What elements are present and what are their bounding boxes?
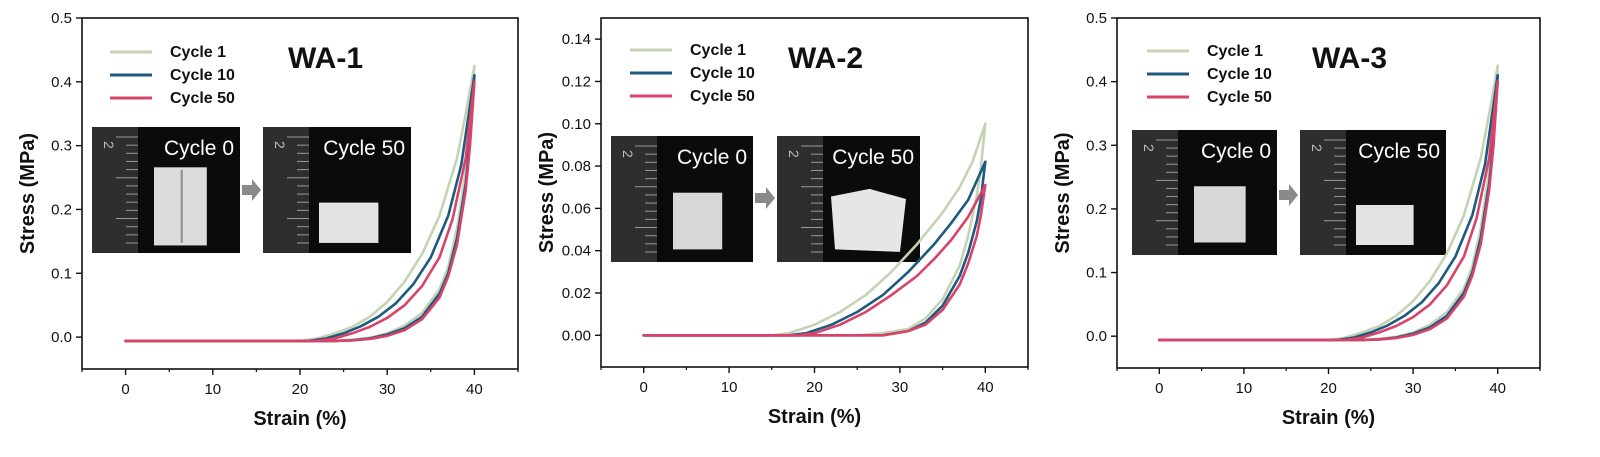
x-tick-label: 30 <box>379 381 396 398</box>
arrow-icon <box>1279 184 1298 206</box>
photo-label: Cycle 50 <box>323 137 405 160</box>
ruler <box>263 127 309 253</box>
legend-label: Cycle 1 <box>690 42 746 59</box>
ruler-digit: 2 <box>620 150 636 158</box>
ruler <box>1300 130 1346 255</box>
sample-photo-before: 2 Cycle 0 <box>1132 130 1277 255</box>
legend-label: Cycle 1 <box>1207 43 1263 60</box>
x-tick-label: 20 <box>806 379 823 396</box>
x-tick-label: 0 <box>1155 380 1163 397</box>
sample-photo-after: 2 Cycle 50 <box>777 136 920 262</box>
series-line-1-unloading <box>642 122 987 337</box>
y-tick-label: 0.2 <box>1086 201 1107 218</box>
x-tick-label: 30 <box>892 379 909 396</box>
sample-photo-after: 2 Cycle 50 <box>263 127 411 253</box>
ruler-digit: 2 <box>1141 144 1157 152</box>
series-line-3-loading <box>124 80 476 343</box>
panel-title: WA-1 <box>288 42 363 75</box>
x-tick-label: 0 <box>640 379 648 396</box>
y-tick-label: 0.14 <box>562 31 591 48</box>
ruler <box>611 136 657 262</box>
series-line-3-loading <box>642 183 987 337</box>
y-axis-title: Stress (MPa) <box>17 133 39 254</box>
x-tick-label: 20 <box>1320 380 1337 397</box>
foam-sample <box>1194 186 1246 243</box>
x-tick-label: 40 <box>1489 380 1506 397</box>
legend-label: Cycle 10 <box>690 65 755 82</box>
ruler-digit: 2 <box>101 141 117 149</box>
y-tick-label: 0.06 <box>562 200 591 217</box>
legend-label: Cycle 50 <box>170 90 235 107</box>
x-tick-label: 10 <box>1236 380 1253 397</box>
photo-label: Cycle 0 <box>1201 140 1271 163</box>
ruler-digit: 2 <box>786 150 802 158</box>
sample-photo-before: 2 Cycle 0 <box>611 136 753 262</box>
x-axis-title: Strain (%) <box>253 408 346 430</box>
x-tick-label: 10 <box>204 381 221 398</box>
series-line-3-loading <box>1158 80 1499 342</box>
x-tick-label: 20 <box>292 381 309 398</box>
y-tick-label: 0.04 <box>562 243 591 260</box>
series-line-1-loading <box>642 122 987 337</box>
panel-title: WA-3 <box>1312 42 1387 75</box>
foam-sample <box>1356 205 1414 245</box>
panel-wa-3: 0 10 20 30 40 0.0 0.1 0.2 0.3 0.4 0.5 Strain (%) Str… <box>1052 10 1541 429</box>
legend-label: Cycle 10 <box>1207 66 1272 83</box>
series-line-3-unloading <box>124 80 476 343</box>
y-tick-label: 0.0 <box>51 329 72 346</box>
y-tick-label: 0.0 <box>1086 328 1107 345</box>
y-tick-label: 0.4 <box>1086 74 1107 91</box>
ruler-digit: 2 <box>1309 144 1325 152</box>
y-axis-title: Stress (MPa) <box>536 132 558 253</box>
photo-label: Cycle 0 <box>164 137 234 160</box>
arrow-icon <box>755 187 775 209</box>
foam-sample <box>319 202 379 243</box>
x-tick-label: 10 <box>721 379 738 396</box>
legend-label: Cycle 1 <box>170 44 226 61</box>
x-axis-title: Strain (%) <box>1282 407 1375 429</box>
y-axis-title: Stress (MPa) <box>1052 132 1074 253</box>
sample-photo-after: 2 Cycle 50 <box>1300 130 1446 255</box>
legend-label: Cycle 50 <box>690 88 755 105</box>
x-tick-label: 40 <box>466 381 483 398</box>
x-tick-label: 30 <box>1405 380 1422 397</box>
y-tick-label: 0.1 <box>51 265 72 282</box>
photo-label: Cycle 0 <box>677 146 747 169</box>
y-tick-label: 0.2 <box>51 201 72 218</box>
foam-sample <box>673 192 723 250</box>
series-line-3-unloading <box>642 183 987 337</box>
y-tick-label: 0.1 <box>1086 265 1107 282</box>
photo-label: Cycle 50 <box>1358 140 1440 163</box>
foam-sample <box>831 188 906 252</box>
x-axis-title: Strain (%) <box>768 406 861 428</box>
y-tick-label: 0.3 <box>1086 137 1107 154</box>
y-tick-label: 0.3 <box>51 138 72 155</box>
y-tick-label: 0.08 <box>562 158 591 175</box>
ruler <box>777 136 823 262</box>
y-tick-label: 0.02 <box>562 285 591 302</box>
y-tick-label: 0.10 <box>562 116 591 133</box>
foam-sample <box>154 167 207 246</box>
legend-label: Cycle 50 <box>1207 89 1272 106</box>
sample-photo-before: 2 Cycle 0 <box>92 127 240 253</box>
y-tick-label: 0.4 <box>51 74 72 91</box>
arrow-icon <box>242 179 261 201</box>
legend-label: Cycle 10 <box>170 67 235 84</box>
ruler-digit: 2 <box>272 141 288 149</box>
x-tick-label: 40 <box>977 379 994 396</box>
y-tick-label: 0.00 <box>562 327 591 344</box>
series-line-3-unloading <box>1158 80 1499 342</box>
y-tick-label: 0.5 <box>1086 10 1107 27</box>
photo-label: Cycle 50 <box>832 146 914 169</box>
y-tick-label: 0.5 <box>51 10 72 27</box>
y-tick-label: 0.12 <box>562 73 591 90</box>
ruler <box>92 127 138 253</box>
ruler <box>1132 130 1178 255</box>
panel-wa-2: 0 10 20 30 40 0.00 0.02 0.04 0.06 0.08 0.10 0.12 0.1… <box>536 17 1029 428</box>
panel-wa-1: 0 10 20 30 40 0.0 0.1 0.2 0.3 0.4 0.5 Strain (%) Str… <box>17 10 519 430</box>
x-tick-label: 0 <box>121 381 129 398</box>
panel-title: WA-2 <box>788 42 863 75</box>
